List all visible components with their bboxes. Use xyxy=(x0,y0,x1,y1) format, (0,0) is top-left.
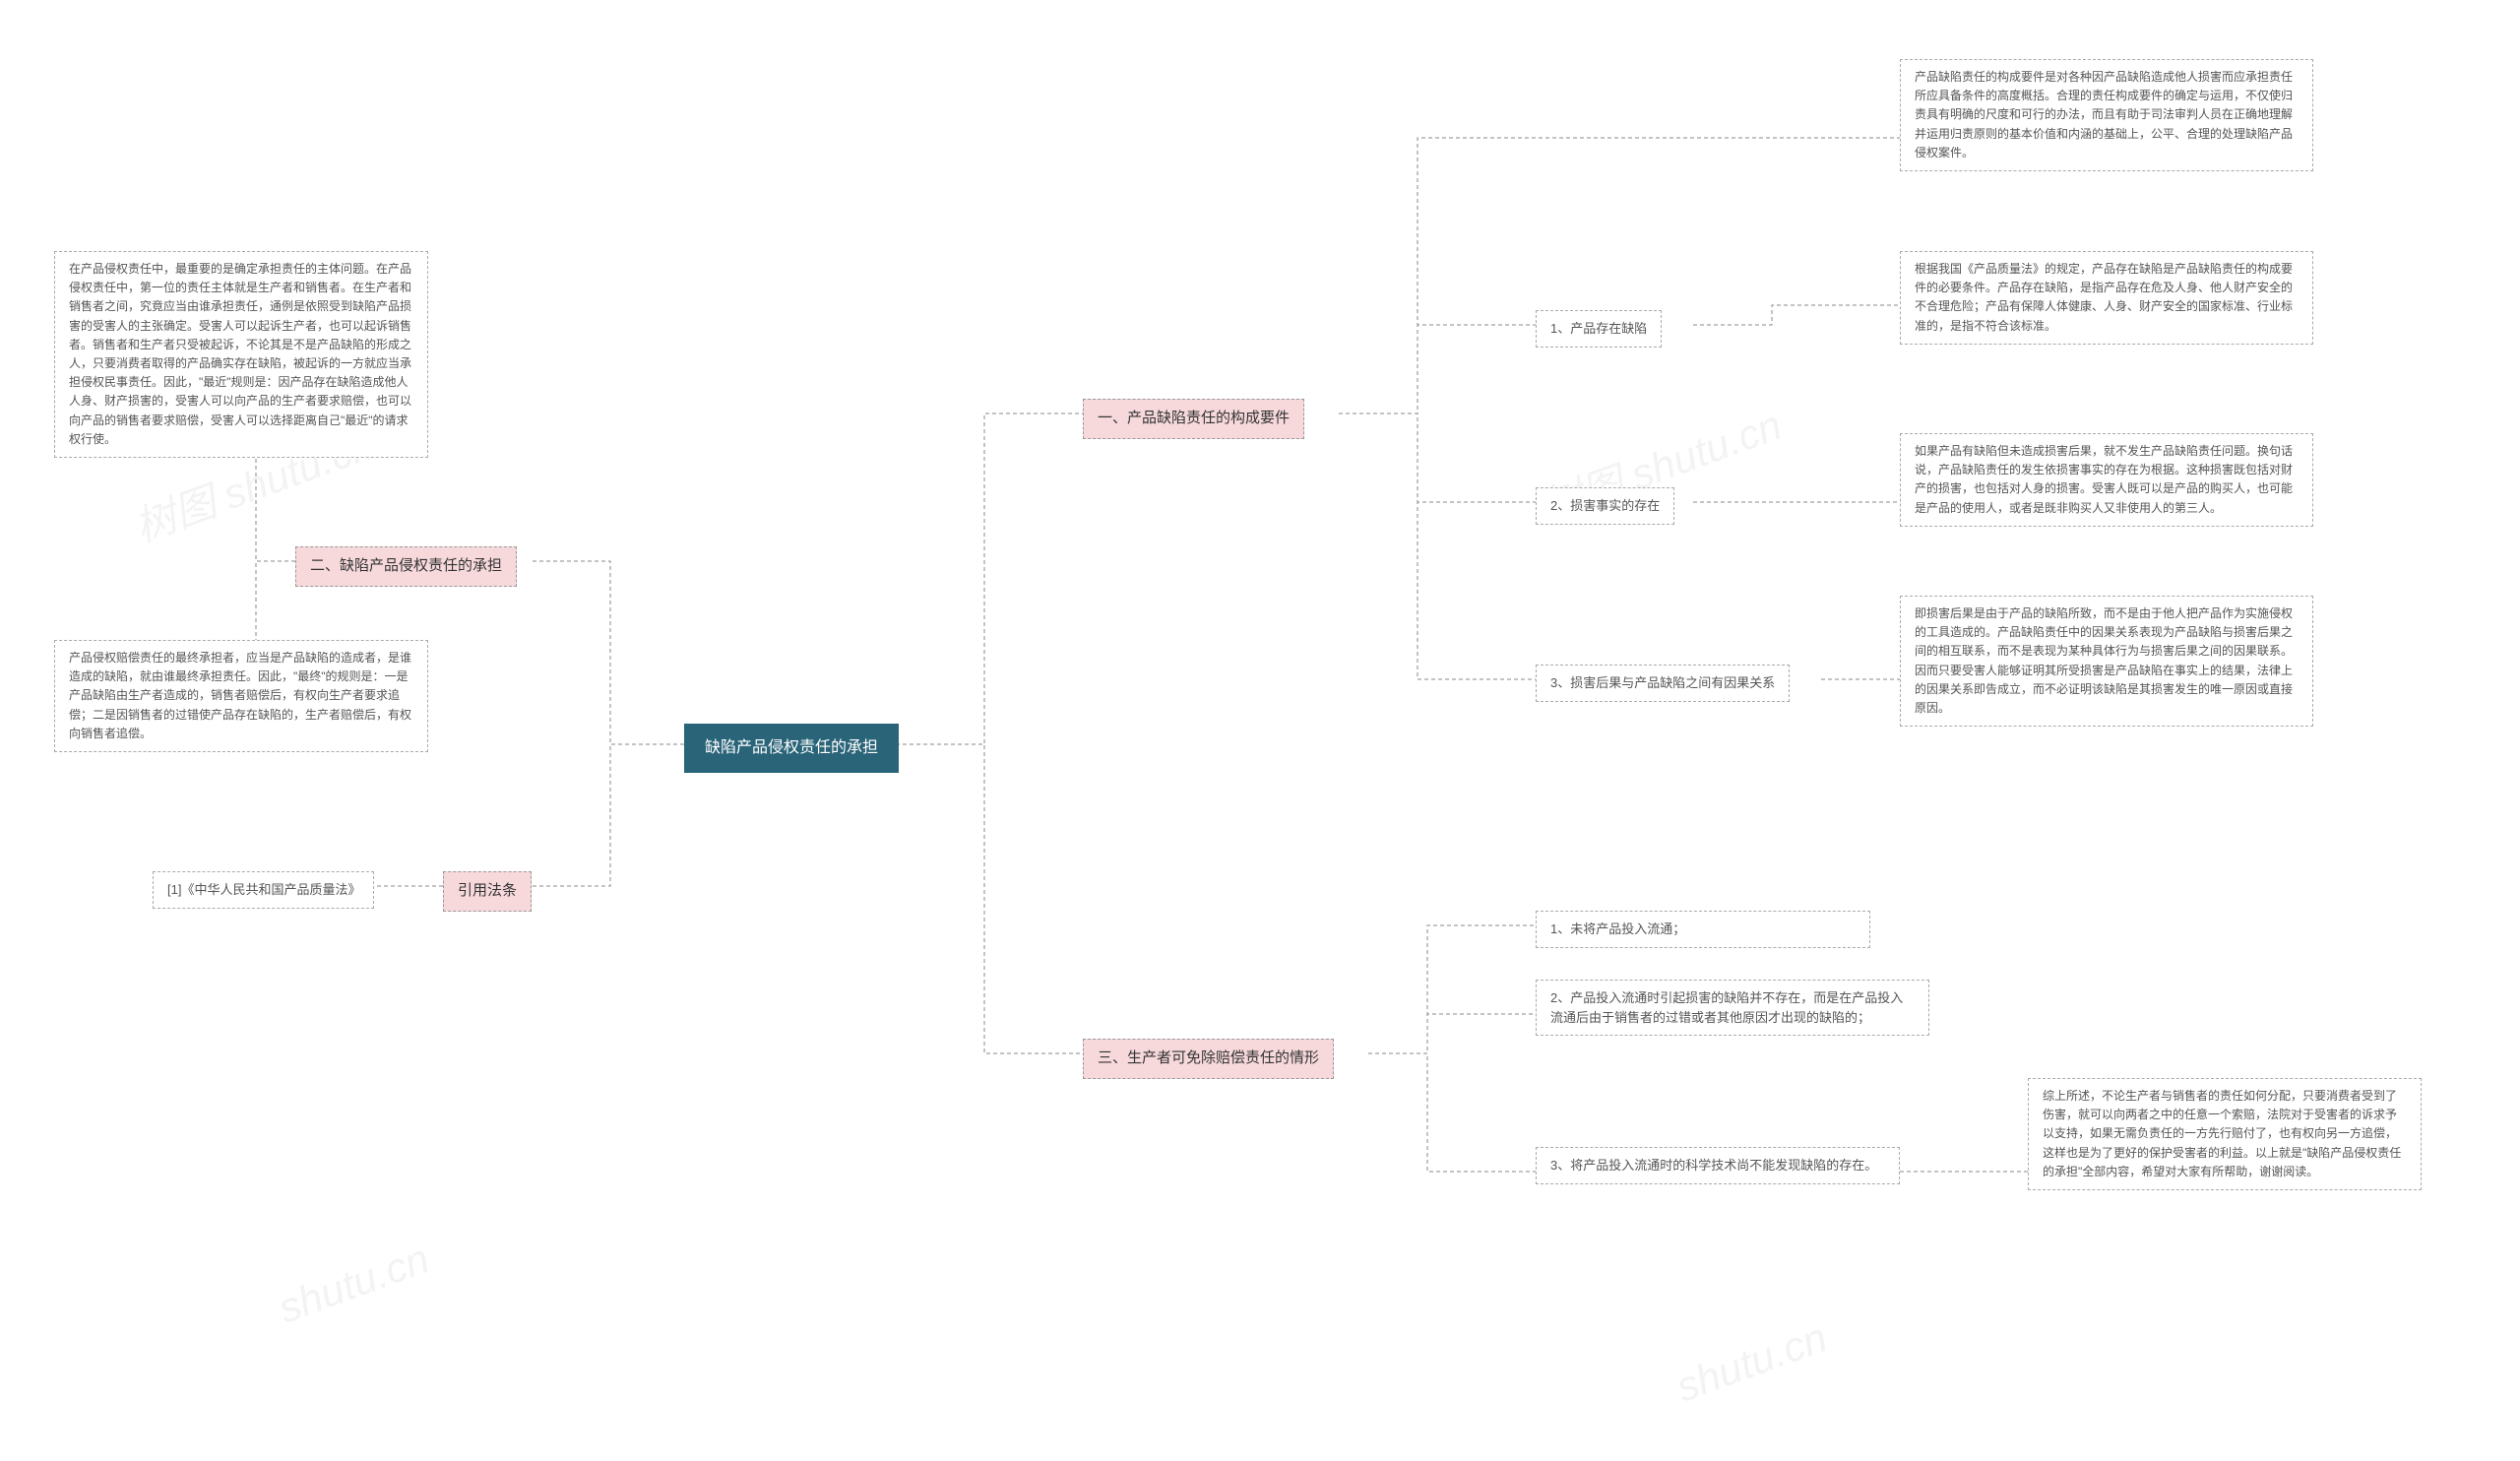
branch-left-2: 引用法条 xyxy=(443,871,532,912)
branch-right-2: 三、生产者可免除赔偿责任的情形 xyxy=(1083,1039,1334,1079)
sub-b2-s3: 3、将产品投入流通时的科学技术尚不能发现缺陷的存在。 xyxy=(1536,1147,1900,1184)
leaf-b1-intro: 产品缺陷责任的构成要件是对各种因产品缺陷造成他人损害而应承担责任所应具备条件的高… xyxy=(1900,59,2313,171)
sub-left-b2-l1: [1]《中华人民共和国产品质量法》 xyxy=(153,871,374,909)
sub-b1-s3: 3、损害后果与产品缺陷之间有因果关系 xyxy=(1536,665,1790,702)
root-node: 缺陷产品侵权责任的承担 xyxy=(684,724,899,773)
sub-b2-s1: 1、未将产品投入流通； xyxy=(1536,911,1870,948)
sub-b1-s2: 2、损害事实的存在 xyxy=(1536,487,1674,525)
sub-b1-s1: 1、产品存在缺陷 xyxy=(1536,310,1662,348)
leaf-b1-s2: 如果产品有缺陷但未造成损害后果，就不发生产品缺陷责任问题。换句话说，产品缺陷责任… xyxy=(1900,433,2313,527)
leaf-b2-s3: 综上所述，不论生产者与销售者的责任如何分配，只要消费者受到了伤害，就可以向两者之… xyxy=(2028,1078,2422,1190)
sub-b2-s2: 2、产品投入流通时引起损害的缺陷并不存在，而是在产品投入流通后由于销售者的过错或… xyxy=(1536,980,1929,1036)
leaf-b1-s1: 根据我国《产品质量法》的规定，产品存在缺陷是产品缺陷责任的构成要件的必要条件。产… xyxy=(1900,251,2313,345)
watermark: shutu.cn xyxy=(1670,1313,1834,1411)
leaf-left-b1-l1: 在产品侵权责任中，最重要的是确定承担责任的主体问题。在产品侵权责任中，第一位的责… xyxy=(54,251,428,458)
branch-left-1: 二、缺陷产品侵权责任的承担 xyxy=(295,546,517,587)
watermark: shutu.cn xyxy=(273,1235,436,1332)
branch-right-1: 一、产品缺陷责任的构成要件 xyxy=(1083,399,1304,439)
leaf-b1-s3: 即损害后果是由于产品的缺陷所致，而不是由于他人把产品作为实施侵权的工具造成的。产… xyxy=(1900,596,2313,727)
leaf-left-b1-l2: 产品侵权赔偿责任的最终承担者，应当是产品缺陷的造成者，是谁造成的缺陷，就由谁最终… xyxy=(54,640,428,752)
